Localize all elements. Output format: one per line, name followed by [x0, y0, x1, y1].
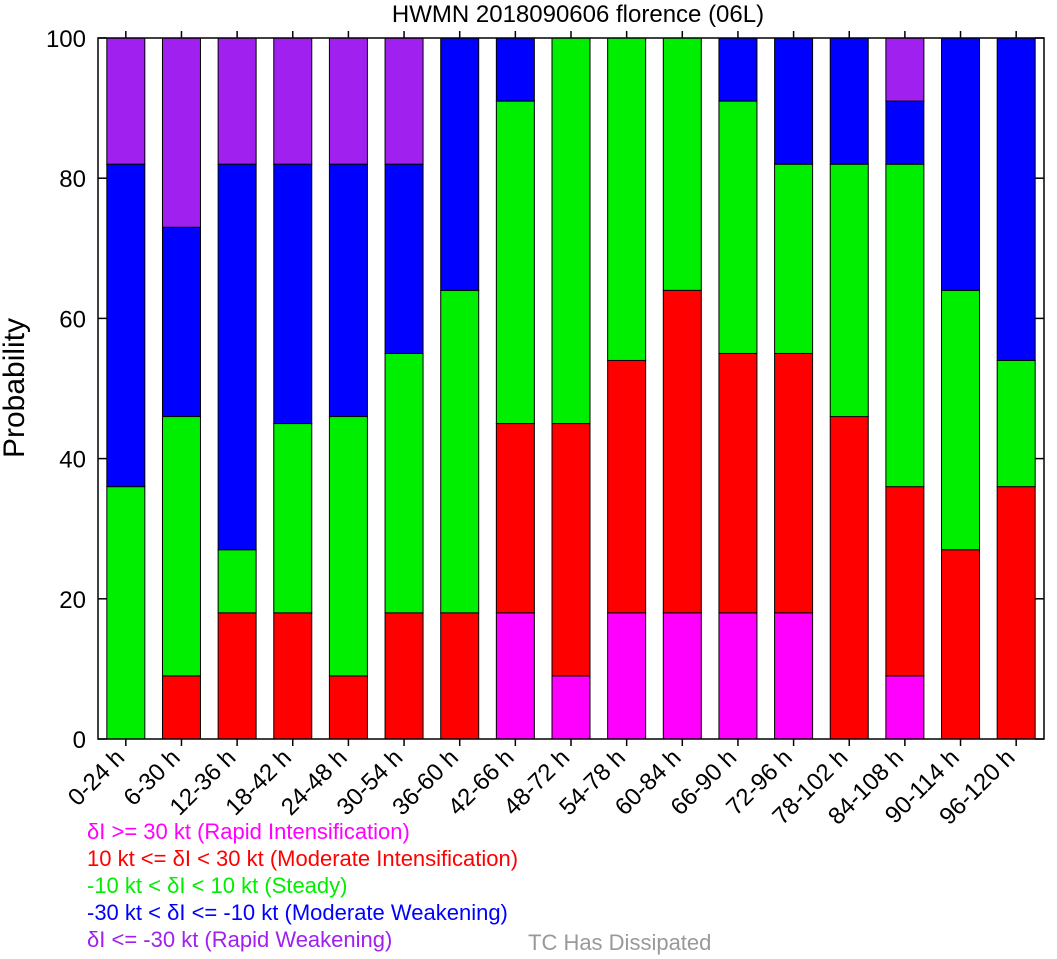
bar-segment-16-2 — [941, 549, 981, 740]
bar-segment-5-4 — [328, 163, 368, 418]
bar-segment-10-1 — [607, 612, 647, 740]
bar-segment-15-4 — [885, 100, 925, 165]
bar-segment-5-3 — [328, 416, 368, 677]
bar-segment-3-4 — [217, 163, 257, 551]
bar-segment-11-2 — [662, 289, 702, 614]
bar-segment-2-5 — [161, 37, 201, 228]
x-tick-label-1: 0-24 h — [63, 744, 130, 811]
legend-steady: -10 kt < δI < 10 kt (Steady) — [87, 873, 348, 898]
y-tick-label-1: 0 — [73, 727, 86, 754]
y-tick-label-5: 80 — [59, 166, 86, 193]
bar-segment-13-2 — [774, 352, 814, 614]
bar-segment-12-2 — [718, 352, 758, 614]
bar-segment-15-3 — [885, 163, 925, 488]
bar-segment-14-3 — [829, 163, 869, 418]
bar-segment-17-3 — [996, 359, 1036, 488]
y-tick-label-3: 40 — [59, 447, 86, 474]
bar-segment-14-4 — [829, 37, 869, 165]
bar-segment-15-5 — [885, 37, 925, 102]
bar-segment-1-5 — [106, 37, 146, 165]
legend: δI >= 30 kt (Rapid Intensification) 10 k… — [87, 818, 518, 953]
bar-segment-10-2 — [607, 359, 647, 614]
y-axis-label: Probability — [0, 318, 31, 458]
bar-segment-13-1 — [774, 612, 814, 740]
bar-segment-9-2 — [551, 423, 591, 677]
bar-segment-3-3 — [217, 549, 257, 614]
bar-segment-10-3 — [607, 37, 647, 361]
plot-frame — [97, 37, 1045, 740]
bar-segment-2-2 — [161, 675, 201, 740]
bar-segment-11-3 — [662, 37, 702, 291]
bar-segment-4-2 — [273, 612, 313, 740]
bar-segment-8-3 — [495, 100, 535, 425]
bar-segment-16-4 — [941, 37, 981, 291]
bar-segment-17-2 — [996, 486, 1036, 740]
bar-segment-6-5 — [384, 37, 424, 165]
bar-segment-1-3 — [106, 486, 146, 740]
bar-segment-2-3 — [161, 416, 201, 677]
bar-segment-12-3 — [718, 100, 758, 354]
legend-moderate-intensification: 10 kt <= δI < 30 kt (Moderate Intensific… — [87, 846, 519, 871]
bar-segment-8-1 — [495, 612, 535, 740]
bar-segment-17-4 — [996, 37, 1036, 361]
bar-segment-13-3 — [774, 163, 814, 354]
bar-segment-8-2 — [495, 423, 535, 614]
bar-segment-1-4 — [106, 163, 146, 488]
bar-segment-6-4 — [384, 163, 424, 354]
bar-segment-6-2 — [384, 612, 424, 740]
y-tick-label-4: 60 — [59, 306, 86, 333]
bar-segment-3-2 — [217, 612, 257, 740]
bar-segment-9-3 — [551, 37, 591, 425]
bar-segment-5-2 — [328, 675, 368, 740]
bars-group — [106, 37, 1036, 740]
bar-segment-4-4 — [273, 163, 313, 425]
bar-segment-14-2 — [829, 416, 869, 740]
bar-segment-15-1 — [885, 675, 925, 740]
bar-segment-2-4 — [161, 226, 201, 418]
bar-segment-4-3 — [273, 423, 313, 614]
legend-rapid-weakening: δI <= -30 kt (Rapid Weakening) — [87, 927, 393, 952]
legend-moderate-weakening: -30 kt < δI <= -10 kt (Moderate Weakenin… — [87, 900, 508, 925]
bar-segment-7-4 — [440, 37, 480, 291]
bar-segment-7-3 — [440, 289, 480, 614]
chart-title: HWMN 2018090606 florence (06L) — [392, 1, 764, 28]
bar-segment-7-2 — [440, 612, 480, 740]
bar-segment-15-2 — [885, 486, 925, 677]
y-tick-label-6: 100 — [46, 26, 86, 53]
bar-segment-6-3 — [384, 352, 424, 614]
bar-segment-8-4 — [495, 37, 535, 102]
bar-segment-16-3 — [941, 289, 981, 551]
bar-segment-3-5 — [217, 37, 257, 165]
bar-segment-11-1 — [662, 612, 702, 740]
legend-rapid-intensification: δI >= 30 kt (Rapid Intensification) — [87, 819, 410, 844]
bar-segment-5-5 — [328, 37, 368, 165]
legend-dissipated: TC Has Dissipated — [528, 930, 712, 955]
bar-segment-12-1 — [718, 612, 758, 740]
bar-segment-4-5 — [273, 37, 313, 165]
y-tick-label-2: 20 — [59, 587, 86, 614]
bar-segment-9-1 — [551, 675, 591, 740]
bar-segment-12-4 — [718, 37, 758, 102]
bar-segment-13-4 — [774, 37, 814, 165]
